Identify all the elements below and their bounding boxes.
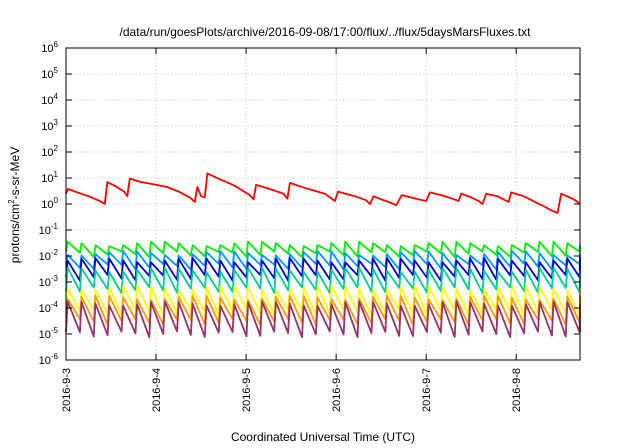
x-axis-label: Coordinated Universal Time (UTC)	[231, 430, 415, 444]
y-tick-label: 105	[41, 66, 58, 81]
series-line	[65, 300, 581, 339]
y-tick-base: 10	[39, 303, 51, 315]
y-tick-label: 10-1	[39, 222, 59, 237]
series-line	[65, 250, 581, 271]
y-tick-base: 10	[39, 225, 51, 237]
y-tick-label: 10-5	[39, 326, 59, 341]
y-tick-base: 10	[39, 329, 51, 341]
y-axis-label: protons/cm2-s-sr-MeV	[7, 147, 22, 263]
y-tick-exp: -4	[51, 300, 59, 309]
y-tick-label: 10-4	[39, 300, 59, 315]
chart-title: /data/run/goesPlots/archive/2016-09-08/1…	[120, 25, 532, 39]
y-tick-base: 10	[41, 147, 53, 159]
y-tick-label: 10-2	[39, 248, 59, 263]
y-tick-exp: -2	[51, 248, 59, 257]
y-axis-label-prefix: protons/cm	[8, 204, 22, 263]
y-tick-base: 10	[39, 277, 51, 289]
y-tick-exp: 0	[54, 196, 59, 205]
y-tick-label: 10-3	[39, 274, 59, 289]
series-lines	[65, 172, 581, 339]
x-tick-label: 2016-9-5	[241, 368, 253, 412]
x-tick-label: 2016-9-3	[61, 368, 73, 412]
y-axis-label-sup: 2	[7, 199, 16, 204]
y-tick-base: 10	[41, 43, 53, 55]
series-line	[65, 266, 581, 294]
x-tick-label: 2016-9-8	[511, 368, 523, 412]
y-tick-exp: -3	[51, 274, 59, 283]
y-tick-base: 10	[39, 355, 51, 367]
y-tick-exp: -1	[51, 222, 59, 231]
y-tick-exp: 2	[54, 144, 59, 153]
y-tick-label: 106	[41, 40, 58, 55]
y-tick-label: 101	[41, 170, 58, 185]
y-tick-base: 10	[39, 251, 51, 263]
x-ticks: 2016-9-3 2016-9-4 2016-9-5 2016-9-6 2016-9-7…	[61, 48, 523, 412]
y-tick-exp: -5	[51, 326, 59, 335]
y-tick-label: 104	[41, 92, 58, 107]
y-tick-exp: 3	[54, 118, 59, 127]
y-tick-exp: 1	[54, 170, 59, 179]
y-tick-exp: 4	[54, 92, 59, 101]
x-tick-label: 2016-9-4	[151, 368, 163, 412]
y-tick-exp: -6	[51, 352, 59, 361]
y-tick-exp: 6	[54, 40, 59, 49]
y-axis-label-suffix: -s-sr-MeV	[8, 147, 22, 200]
y-tick-base: 10	[41, 95, 53, 107]
y-tick-base: 10	[41, 121, 53, 133]
y-ticks: 10-610-510-410-310-210-11001011021031041…	[39, 40, 580, 367]
grid	[65, 48, 580, 360]
y-tick-label: 100	[41, 196, 58, 211]
y-tick-label: 103	[41, 118, 58, 133]
x-tick-label: 2016-9-7	[421, 368, 433, 412]
x-tick-label: 2016-9-6	[331, 368, 343, 412]
series-line	[65, 172, 581, 214]
y-tick-label: 102	[41, 144, 58, 159]
series-line	[65, 257, 581, 282]
y-tick-base: 10	[41, 173, 53, 185]
y-tick-base: 10	[41, 199, 53, 211]
series-line	[65, 240, 581, 259]
y-tick-base: 10	[41, 69, 53, 81]
y-tick-exp: 5	[54, 66, 59, 75]
y-tick-label: 10-6	[39, 352, 59, 367]
